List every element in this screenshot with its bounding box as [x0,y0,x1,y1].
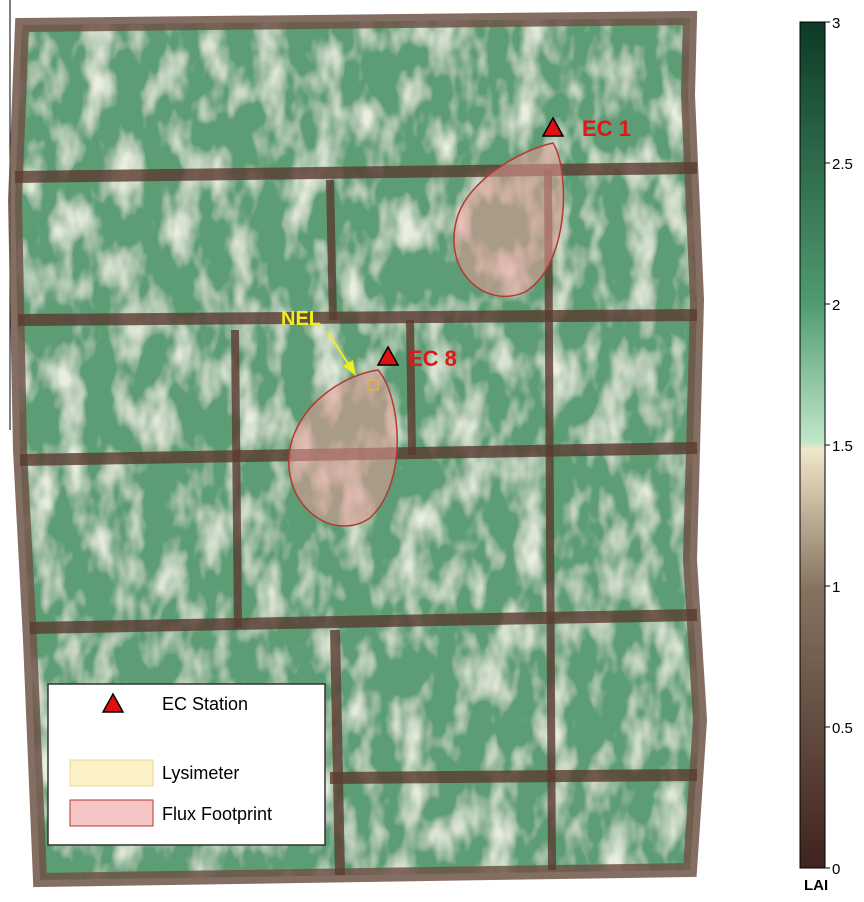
legend-symbol [70,760,153,786]
station-label: EC 1 [582,116,631,141]
colorbar-tick-label: 2 [832,297,840,314]
legend: EC Station Lysimeter Flux Footprint [48,684,325,845]
colorbar-tick-label: 2.5 [832,156,853,173]
colorbar: LAI 0 0.5 1 1.5 2 2.5 3 [800,15,853,894]
colorbar-tick-label: 1 [832,579,840,596]
station-label: EC 8 [408,346,457,371]
legend-label: Flux Footprint [162,804,272,824]
lysimeter-label: NEL [281,308,321,330]
legend-label: EC Station [162,694,248,714]
legend-label: Lysimeter [162,763,239,783]
colorbar-tick-label: 0.5 [832,720,853,737]
colorbar-tick-label: 0 [832,861,840,878]
colorbar-scale [800,22,825,868]
colorbar-tick-label: 1.5 [832,438,853,455]
colorbar-tick-label: 3 [832,15,840,32]
legend-symbol [70,800,153,826]
figure: EC 1 EC 8 NEL EC Station Lysimeter Flux … [0,0,864,897]
colorbar-label: LAI [804,877,828,894]
page: {"map": { "stations": [{"label": "EC 1"}… [0,0,864,902]
